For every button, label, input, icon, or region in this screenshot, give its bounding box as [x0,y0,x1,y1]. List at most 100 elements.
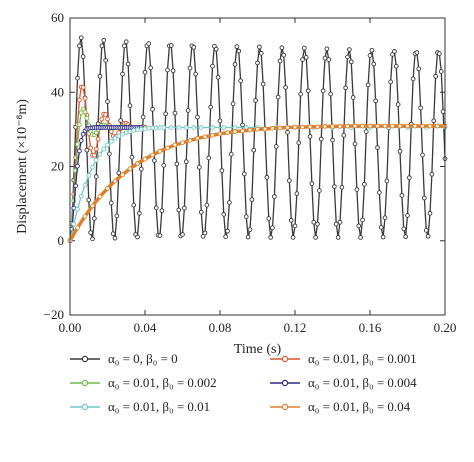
y-tick-label: 40 [51,84,64,99]
legend-swatch [70,379,100,387]
data-point [367,53,373,58]
data-point [93,174,99,179]
data-point [300,124,305,130]
data-point [352,141,358,147]
data-point [77,148,82,154]
data-point [150,152,155,158]
x-axis-label: Time (s) [234,342,282,357]
data-point [97,194,103,199]
data-point [191,44,197,50]
data-point [90,236,95,242]
data-point [290,235,296,240]
data-point [197,164,202,170]
legend-swatch [270,355,300,363]
data-point [264,174,270,180]
data-point [390,123,395,129]
data-point [377,190,382,195]
legend-label: α₀ = 0, β₀ = 0 [108,351,178,366]
data-point [298,91,303,97]
data-point [232,125,238,130]
y-axis-label: Displacement (×10⁻⁸m) [15,99,30,234]
legend-item: α₀ = 0.01, β₀ = 0.04 [270,398,410,416]
data-point [288,217,294,223]
data-point [243,214,249,219]
data-point [232,62,238,67]
data-point [101,37,107,43]
data-point [240,128,245,134]
data-point [185,108,191,113]
data-point [97,73,103,79]
data-point [148,65,153,71]
data-point [215,75,221,80]
data-point [75,141,80,147]
data-point [302,45,307,51]
data-point [360,217,365,223]
data-point [112,135,118,141]
data-point [176,125,182,130]
data-point [217,118,223,124]
data-point [221,125,227,130]
data-point [152,158,157,163]
data-point [129,154,135,160]
data-point [354,187,360,192]
legend-item: α₀ = 0.01, β₀ = 0.01 [70,398,210,416]
data-point [82,213,88,219]
data-point [277,125,283,131]
data-point [375,123,380,129]
data-point [80,131,86,137]
data-point [146,125,152,131]
legend-swatch [270,379,300,387]
data-point [375,145,380,150]
data-point [236,48,242,54]
data-point [303,55,309,60]
data-point [159,208,165,214]
data-point [307,124,313,130]
legend-label: α₀ = 0.01, β₀ = 0.002 [108,375,217,390]
data-point [99,43,105,49]
data-point [399,193,405,198]
data-point [123,39,129,45]
data-point [219,168,225,173]
data-point [362,181,367,187]
data-point [285,129,290,135]
data-point [315,221,320,227]
data-point [71,221,77,227]
data-point [112,178,118,184]
data-point [266,216,272,221]
data-point [170,68,176,74]
data-point [77,43,82,49]
data-point [422,195,427,201]
data-point [437,51,442,56]
data-point [330,124,335,129]
data-point [322,124,328,129]
data-point [358,235,363,240]
data-point [142,69,148,75]
legend-item: α₀ = 0.01, β₀ = 0.001 [270,350,417,368]
data-point [440,109,446,114]
data-point [202,230,208,236]
data-point [234,44,240,49]
data-point [118,118,123,123]
data-point [157,125,163,130]
data-point [105,142,110,148]
data-point [425,233,431,239]
data-point [279,45,285,51]
data-point [257,44,262,50]
data-point [168,125,174,130]
data-point [123,130,129,136]
data-point [135,127,140,133]
data-point [84,147,90,153]
data-point [407,175,412,180]
data-point [309,181,315,186]
legend-label: α₀ = 0.01, β₀ = 0.04 [308,399,411,414]
data-point [146,41,152,46]
data-point [294,191,300,196]
data-point [371,61,377,67]
data-point [326,57,332,62]
data-point [268,235,273,240]
chart-legend: α₀ = 0, β₀ = 0 α₀ = 0.01, β₀ = 0.001 α₀ = … [70,350,450,450]
data-point [92,153,97,158]
data-point [363,129,369,134]
data-point [210,63,215,69]
x-tick-label: 0.20 [434,320,457,335]
